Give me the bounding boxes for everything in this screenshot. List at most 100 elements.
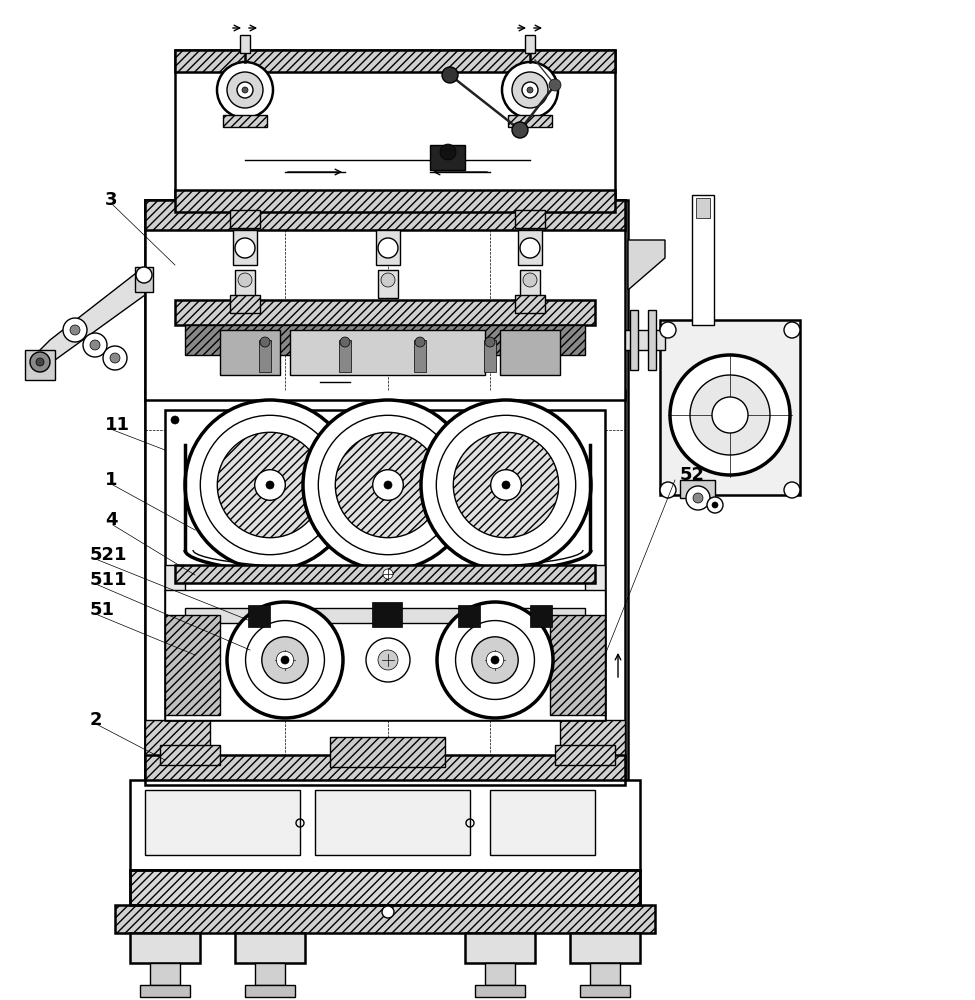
Circle shape (36, 358, 44, 366)
Circle shape (384, 481, 392, 489)
Circle shape (254, 470, 286, 500)
Circle shape (502, 62, 558, 118)
Circle shape (472, 637, 518, 683)
Circle shape (660, 482, 676, 498)
Circle shape (712, 397, 748, 433)
Bar (414, 340, 426, 372)
Bar (160, 745, 220, 765)
Circle shape (440, 144, 456, 160)
Circle shape (784, 322, 800, 338)
Bar (458, 605, 480, 627)
Circle shape (266, 481, 274, 489)
Circle shape (340, 337, 350, 347)
Text: 521: 521 (90, 546, 128, 564)
Circle shape (485, 337, 495, 347)
Bar (560, 720, 625, 775)
Bar (465, 933, 535, 963)
Circle shape (491, 656, 499, 664)
Circle shape (372, 470, 404, 500)
Bar (145, 200, 625, 230)
Circle shape (490, 470, 522, 500)
Circle shape (136, 267, 152, 283)
Circle shape (455, 621, 534, 699)
Circle shape (382, 906, 394, 918)
Circle shape (520, 238, 540, 258)
Bar (140, 985, 190, 997)
Bar (175, 565, 595, 583)
Circle shape (83, 333, 107, 357)
Bar (484, 340, 496, 372)
Circle shape (522, 82, 538, 98)
Bar (165, 590, 605, 720)
Bar (145, 755, 625, 780)
Bar (165, 410, 605, 720)
Circle shape (383, 569, 393, 579)
Bar (220, 330, 280, 375)
Bar (235, 933, 305, 963)
Bar (245, 985, 295, 997)
Circle shape (262, 637, 308, 683)
Bar (248, 605, 270, 627)
Circle shape (276, 651, 293, 669)
Bar (696, 198, 710, 218)
Bar (130, 780, 640, 870)
Bar (175, 190, 615, 212)
Bar (130, 870, 640, 905)
Circle shape (217, 62, 273, 118)
Bar (259, 340, 271, 372)
Bar (372, 602, 402, 627)
Text: 51: 51 (90, 601, 115, 619)
Circle shape (90, 340, 100, 350)
Bar (515, 210, 545, 228)
Circle shape (442, 67, 458, 83)
Circle shape (686, 486, 710, 510)
Bar (660, 320, 800, 495)
Circle shape (303, 400, 473, 570)
Bar (130, 933, 200, 963)
Circle shape (436, 415, 575, 555)
Bar (330, 737, 445, 767)
Bar (230, 210, 260, 228)
Bar (525, 35, 535, 53)
Circle shape (381, 273, 395, 287)
Bar (590, 963, 620, 985)
Bar (580, 985, 630, 997)
Bar (240, 35, 250, 53)
Circle shape (670, 355, 790, 475)
Circle shape (512, 72, 548, 108)
Circle shape (227, 72, 263, 108)
Bar (25, 350, 55, 380)
Circle shape (217, 432, 323, 538)
Circle shape (378, 650, 398, 670)
Bar (530, 605, 552, 627)
Bar (500, 330, 560, 375)
Circle shape (260, 337, 270, 347)
Circle shape (238, 273, 252, 287)
Bar (339, 340, 351, 372)
Text: 511: 511 (90, 571, 128, 589)
Circle shape (63, 318, 87, 342)
Bar (490, 790, 595, 855)
Bar (518, 230, 542, 265)
Bar (175, 50, 615, 205)
Circle shape (512, 122, 528, 138)
Bar (515, 295, 545, 313)
Bar (165, 565, 185, 720)
Circle shape (487, 651, 504, 669)
Bar (130, 870, 640, 905)
Bar (590, 200, 628, 800)
Text: 2: 2 (90, 711, 102, 729)
Circle shape (242, 87, 248, 93)
Bar (625, 330, 665, 350)
Bar (692, 195, 714, 325)
Circle shape (693, 493, 703, 503)
Circle shape (237, 82, 253, 98)
Polygon shape (30, 270, 145, 370)
Circle shape (335, 432, 441, 538)
Bar (290, 330, 485, 375)
Bar (570, 933, 640, 963)
Text: 1: 1 (105, 471, 118, 489)
Bar (185, 608, 585, 623)
Circle shape (527, 87, 533, 93)
Bar (376, 230, 400, 265)
